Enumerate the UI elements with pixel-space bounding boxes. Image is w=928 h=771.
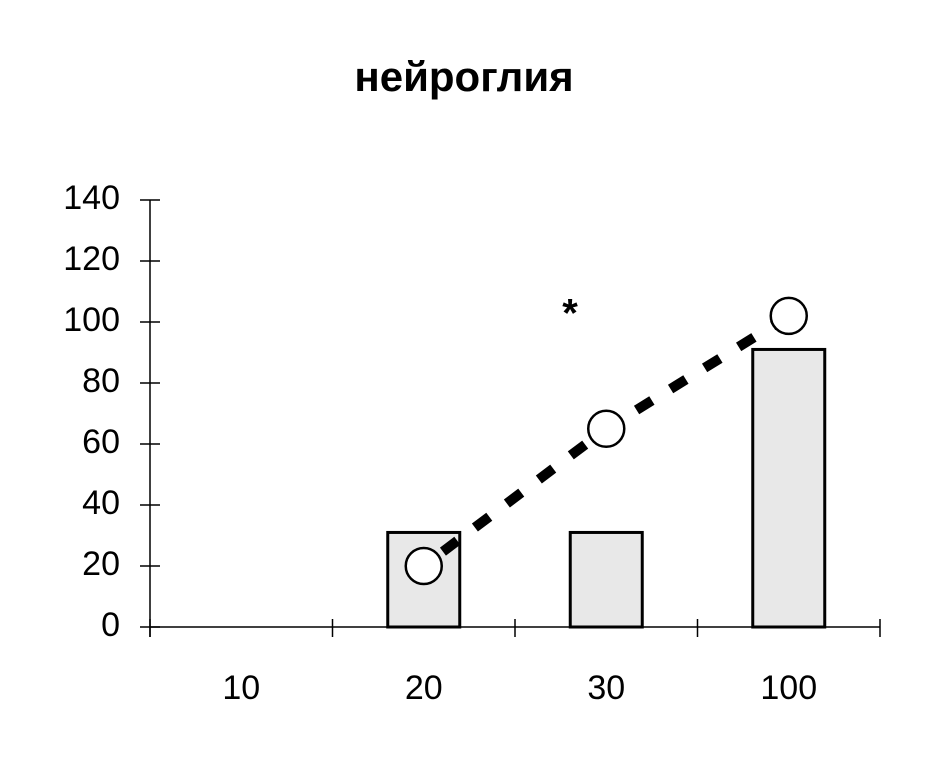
bar (568, 530, 644, 629)
y-tick-label: 40 (82, 484, 120, 522)
y-tick-label: 20 (82, 545, 120, 583)
y-tick-label: 60 (82, 423, 120, 461)
y-tick-label: 120 (63, 240, 120, 278)
chart-title: нейроглия (354, 53, 573, 100)
y-tick-label: 80 (82, 362, 120, 400)
x-tick-label: 20 (405, 669, 443, 707)
annotation: * (562, 292, 578, 336)
x-tick-label: 10 (222, 669, 260, 707)
x-tick-label: 100 (760, 669, 817, 707)
point (587, 409, 626, 448)
bar (751, 347, 827, 629)
point (404, 546, 443, 586)
point (769, 296, 808, 336)
y-tick-label: 100 (63, 301, 120, 339)
x-tick-label: 30 (587, 669, 625, 707)
y-tick-label: 140 (63, 179, 120, 217)
y-tick-label: 0 (101, 606, 120, 644)
